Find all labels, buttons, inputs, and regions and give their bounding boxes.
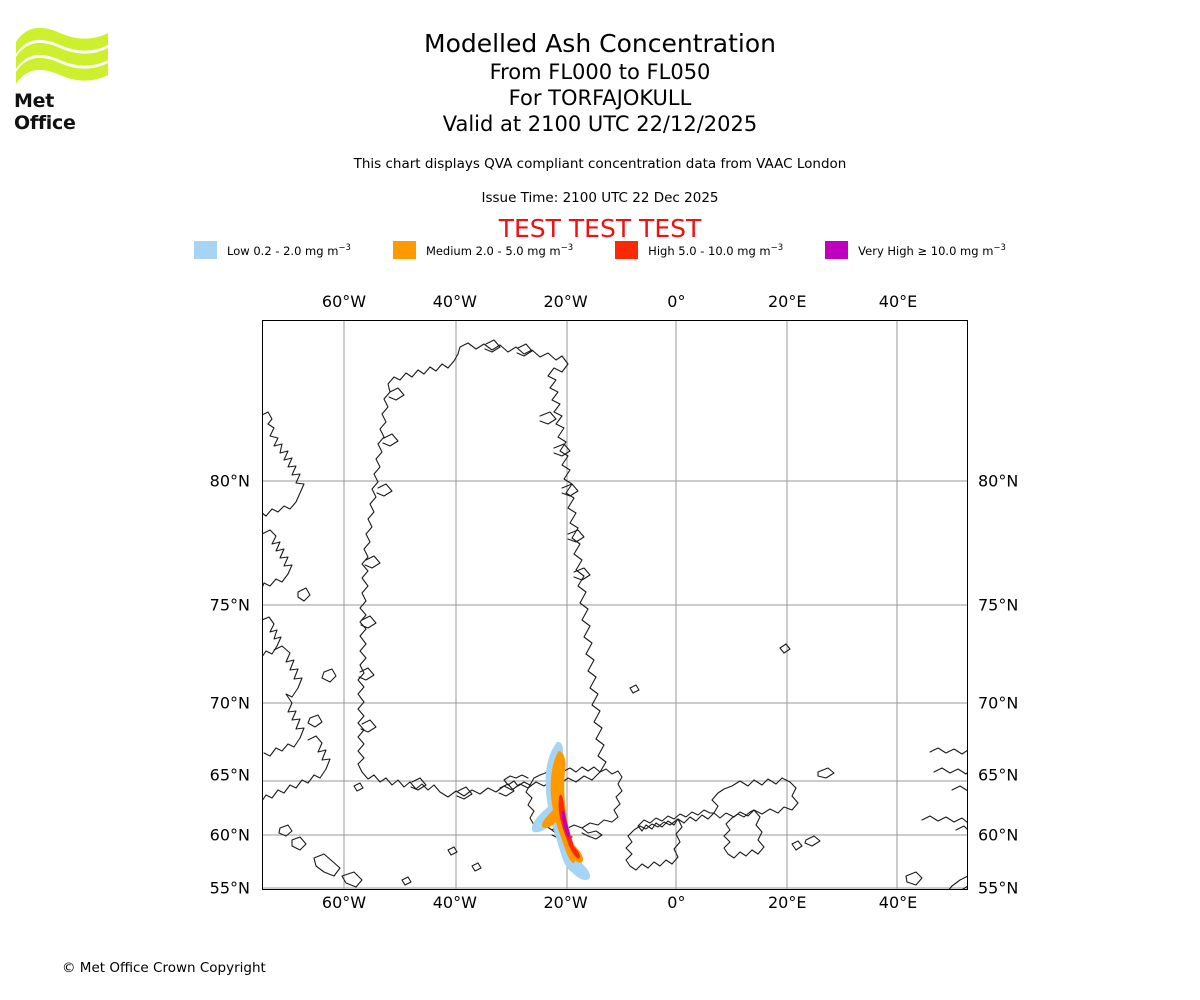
legend-item-very-high: Very High ≥ 10.0 mg m−3	[825, 241, 1006, 259]
title-line-4: Valid at 2100 UTC 22/12/2025	[442, 112, 758, 136]
lon-tick-20W: 20°W	[543, 893, 588, 912]
legend-swatch-medium	[392, 241, 416, 259]
chart-note: This chart displays QVA compliant concen…	[353, 156, 847, 172]
lon-tick-20E: 20°E	[767, 292, 807, 311]
plume-band-high-tail	[567, 840, 580, 859]
legend-swatch-low	[194, 241, 218, 259]
lon-tick-20W: 20°W	[543, 292, 588, 311]
lon-tick-40E: 40°E	[878, 893, 918, 912]
logo-wordmark: Met Office	[14, 90, 76, 134]
copyright-footer: © Met Office Crown Copyright	[62, 960, 266, 976]
legend-item-medium: Medium 2.0 - 5.0 mg m−3	[392, 241, 574, 259]
plume-band-low-tail	[561, 850, 591, 880]
test-banner: TEST TEST TEST	[498, 214, 702, 243]
plume-band-low-west	[531, 806, 557, 833]
lon-tick-20E: 20°E	[767, 893, 807, 912]
lat-tick-left-80: 80°N	[209, 471, 250, 491]
legend-label-high: High 5.0 - 10.0 mg m−3	[648, 242, 784, 258]
legend-label-very-high: Very High ≥ 10.0 mg m−3	[858, 242, 1006, 258]
lon-tick-60W: 60°W	[321, 292, 367, 311]
lat-tick-right-55: 55°N	[978, 878, 1019, 898]
met-office-waves-icon	[16, 27, 108, 84]
lon-tick-40W: 40°W	[432, 893, 477, 912]
legend-item-low: Low 0.2 - 2.0 mg m−3	[194, 241, 351, 259]
legend-item-high: High 5.0 - 10.0 mg m−3	[615, 241, 783, 259]
lon-tick-40E: 40°E	[878, 292, 918, 311]
lat-tick-left-65: 65°N	[209, 765, 250, 785]
legend-label-medium: Medium 2.0 - 5.0 mg m−3	[425, 242, 574, 258]
ash-plume	[531, 741, 591, 880]
lat-tick-right-60: 60°N	[978, 825, 1019, 845]
page-title: Modelled Ash Concentration From FL000 to…	[0, 28, 1200, 137]
lon-tick-0: 0°	[667, 292, 686, 311]
lon-tick-0: 0°	[667, 893, 686, 912]
met-office-logo: Met Office	[14, 26, 110, 134]
legend-swatch-high	[615, 241, 639, 259]
lat-tick-right-80: 80°N	[978, 471, 1019, 491]
title-line-3: For TORFAJOKULL	[508, 86, 692, 110]
map-plot	[262, 320, 968, 890]
title-line-1: Modelled Ash Concentration	[424, 29, 776, 58]
title-line-2: From FL000 to FL050	[489, 60, 711, 84]
lat-tick-right-65: 65°N	[978, 765, 1019, 785]
plume-band-very-high	[562, 811, 570, 838]
lon-tick-60W: 60°W	[321, 893, 367, 912]
map-canvas	[262, 320, 968, 890]
coastlines	[262, 339, 968, 890]
lat-tick-right-75: 75°N	[978, 595, 1019, 615]
issue-time: Issue Time: 2100 UTC 22 Dec 2025	[481, 190, 719, 206]
lat-tick-left-60: 60°N	[209, 825, 250, 845]
lat-tick-left-55: 55°N	[209, 878, 250, 898]
legend-label-low: Low 0.2 - 2.0 mg m−3	[227, 242, 351, 258]
lat-tick-right-70: 70°N	[978, 693, 1019, 713]
lon-tick-40W: 40°W	[432, 292, 477, 311]
concentration-legend: Low 0.2 - 2.0 mg m−3 Medium 2.0 - 5.0 mg…	[0, 241, 1200, 259]
legend-swatch-very-high	[825, 241, 849, 259]
lat-tick-left-75: 75°N	[209, 595, 250, 615]
lat-tick-left-70: 70°N	[209, 693, 250, 713]
plume-band-medium-west	[541, 809, 559, 828]
